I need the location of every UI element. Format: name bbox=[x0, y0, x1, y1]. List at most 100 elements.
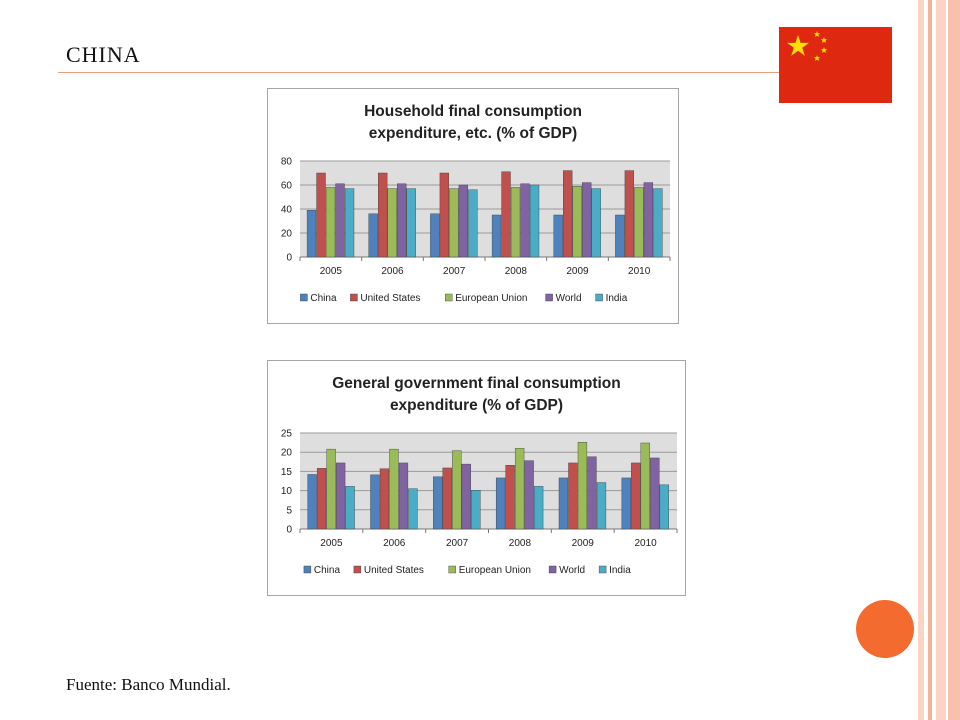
bar-china bbox=[495, 477, 506, 530]
bar-india bbox=[533, 486, 544, 530]
bar-world bbox=[582, 182, 592, 258]
y-tick-label: 10 bbox=[281, 486, 293, 497]
bar-world bbox=[650, 457, 660, 530]
legend-swatch bbox=[303, 565, 312, 574]
legend-label: China bbox=[314, 565, 341, 576]
legend-swatch bbox=[595, 293, 603, 302]
bar-china bbox=[621, 477, 631, 530]
bar-china bbox=[430, 213, 440, 258]
bar-united-states bbox=[316, 468, 327, 530]
y-tick-label: 15 bbox=[281, 467, 293, 478]
bar-united-states bbox=[442, 467, 452, 530]
bar-european-union bbox=[326, 448, 336, 530]
bar-united-states bbox=[501, 171, 511, 258]
decorative-stripe-4 bbox=[948, 0, 960, 720]
legend-swatch bbox=[444, 293, 453, 302]
x-tick-label: 2010 bbox=[634, 538, 657, 549]
bar-european-union bbox=[452, 450, 462, 530]
y-tick-label: 20 bbox=[281, 448, 293, 459]
decorative-stripe-1 bbox=[918, 0, 924, 720]
chart-title-line: expenditure, etc. (% of GDP) bbox=[369, 125, 577, 142]
decorative-stripe-2 bbox=[928, 0, 932, 720]
legend-label: India bbox=[609, 565, 631, 576]
legend-label: United States bbox=[360, 293, 420, 304]
bar-china bbox=[370, 474, 380, 530]
source-footer: Fuente: Banco Mundial. bbox=[66, 675, 231, 694]
legend-label: World bbox=[556, 293, 582, 304]
decorative-stripe-3 bbox=[936, 0, 946, 720]
legend-swatch bbox=[448, 565, 456, 574]
bar-united-states bbox=[505, 465, 515, 530]
x-tick-label: 2006 bbox=[381, 266, 404, 277]
bar-india bbox=[408, 488, 418, 530]
bar-united-states bbox=[624, 170, 635, 258]
bar-india bbox=[468, 189, 478, 258]
legend-label: United States bbox=[364, 565, 424, 576]
bar-india bbox=[345, 486, 355, 530]
legend-swatch bbox=[300, 293, 308, 302]
bar-india bbox=[344, 188, 355, 258]
legend-swatch bbox=[548, 565, 557, 574]
x-tick-label: 2007 bbox=[446, 538, 469, 549]
legend-label: World bbox=[559, 565, 585, 576]
slide-title: CHINA bbox=[66, 42, 141, 67]
legend-swatch bbox=[598, 565, 607, 574]
bar-china bbox=[558, 477, 569, 530]
x-tick-label: 2007 bbox=[443, 266, 466, 277]
bar-china bbox=[433, 476, 443, 530]
bar-world bbox=[587, 456, 597, 530]
x-tick-label: 2008 bbox=[509, 538, 532, 549]
bar-india bbox=[653, 188, 663, 258]
bar-united-states bbox=[631, 462, 641, 530]
bar-world bbox=[461, 463, 471, 530]
y-tick-label: 0 bbox=[286, 525, 292, 536]
bar-world bbox=[397, 183, 407, 258]
decorative-circle bbox=[856, 600, 914, 658]
bar-united-states bbox=[379, 468, 390, 530]
legend-swatch bbox=[350, 293, 358, 302]
legend-swatch bbox=[353, 565, 362, 574]
bar-european-union bbox=[387, 188, 397, 258]
bar-united-states bbox=[439, 172, 450, 258]
y-tick-label: 80 bbox=[281, 157, 293, 168]
chart-title-line: expenditure (% of GDP) bbox=[390, 397, 563, 414]
bar-european-union bbox=[572, 185, 582, 258]
bar-china bbox=[306, 209, 317, 258]
y-tick-label: 40 bbox=[281, 205, 293, 216]
bar-world bbox=[335, 462, 346, 530]
bar-china bbox=[307, 474, 317, 530]
china-flag-icon bbox=[779, 27, 892, 103]
bar-united-states bbox=[568, 462, 578, 530]
bar-european-union bbox=[389, 448, 399, 530]
chart-title-line: Household final consumption bbox=[364, 103, 582, 120]
bar-european-union bbox=[325, 187, 336, 258]
x-tick-label: 2009 bbox=[572, 538, 595, 549]
legend-swatch bbox=[545, 293, 553, 302]
bar-india bbox=[471, 490, 481, 530]
bar-china bbox=[491, 214, 502, 258]
bar-european-union bbox=[514, 448, 525, 530]
y-tick-label: 5 bbox=[286, 505, 292, 516]
bar-world bbox=[398, 462, 409, 530]
bar-china bbox=[615, 214, 625, 258]
bar-united-states bbox=[316, 172, 326, 258]
bar-european-union bbox=[510, 187, 521, 258]
bar-china bbox=[368, 213, 378, 258]
bar-european-union bbox=[577, 442, 588, 530]
y-tick-label: 25 bbox=[281, 429, 293, 440]
bar-china bbox=[553, 214, 563, 258]
bar-united-states bbox=[378, 172, 388, 258]
x-tick-label: 2006 bbox=[383, 538, 406, 549]
bar-india bbox=[591, 188, 601, 258]
bar-india bbox=[529, 184, 540, 258]
bar-world bbox=[458, 184, 469, 258]
legend-label: India bbox=[606, 293, 628, 304]
bar-european-union bbox=[640, 442, 650, 530]
y-tick-label: 0 bbox=[286, 253, 292, 264]
bar-world bbox=[520, 183, 530, 258]
chart-title-line: General government final consumption bbox=[332, 375, 621, 392]
bar-european-union bbox=[449, 188, 459, 258]
x-tick-label: 2008 bbox=[505, 266, 528, 277]
bar-india bbox=[406, 188, 416, 258]
bar-united-states bbox=[563, 170, 573, 258]
